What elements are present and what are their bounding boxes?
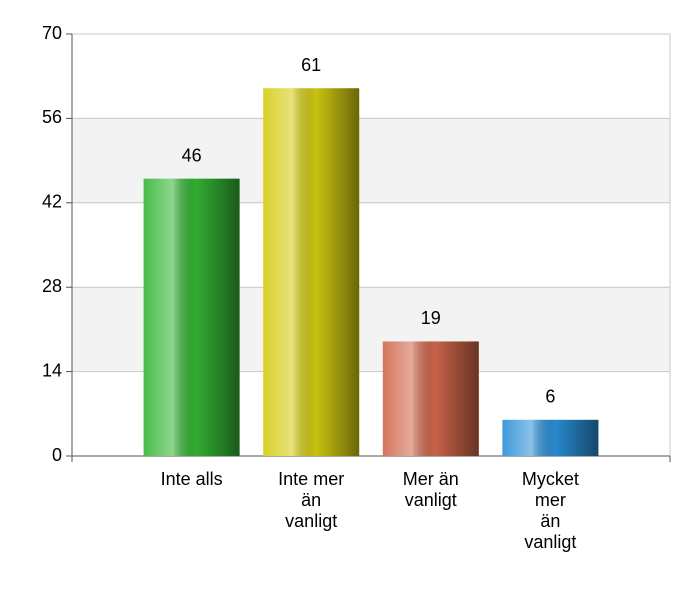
- value-label: 19: [421, 308, 441, 328]
- bar-shading: [382, 341, 479, 456]
- bar-shading: [502, 419, 599, 456]
- y-tick-label: 14: [42, 360, 62, 380]
- value-label: 61: [301, 55, 321, 75]
- bar-shading: [263, 88, 360, 456]
- x-tick-label: än: [540, 511, 560, 531]
- bar-shading: [143, 178, 240, 456]
- value-label: 6: [545, 387, 555, 407]
- x-tick-label: vanligt: [405, 490, 457, 510]
- x-tick-label: vanligt: [285, 511, 337, 531]
- x-tick-label: Mycket: [522, 469, 579, 489]
- y-tick-label: 28: [42, 276, 62, 296]
- y-tick-label: 56: [42, 107, 62, 127]
- x-tick-label: än: [301, 490, 321, 510]
- value-label: 46: [182, 145, 202, 165]
- x-tick-label: vanligt: [524, 532, 576, 552]
- x-tick-label: Inte mer: [278, 469, 344, 489]
- y-tick-label: 42: [42, 192, 62, 212]
- y-tick-label: 0: [52, 445, 62, 465]
- x-tick-label: Inte alls: [161, 469, 223, 489]
- y-tick-label: 70: [42, 23, 62, 43]
- x-tick-label: mer: [535, 490, 566, 510]
- x-tick-label: Mer än: [403, 469, 459, 489]
